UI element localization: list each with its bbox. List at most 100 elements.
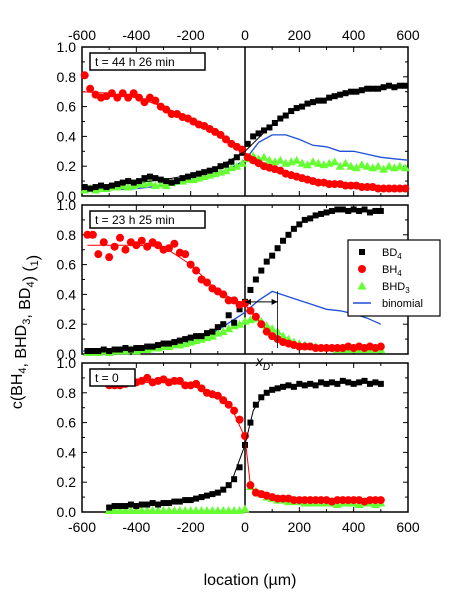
bd4-point (334, 206, 341, 213)
bd4-point (380, 84, 387, 91)
bh4-point (181, 250, 190, 259)
bd4-point (307, 215, 314, 222)
bd4-point (364, 85, 371, 92)
bhd3-point (275, 155, 285, 164)
bd4-point (125, 178, 132, 185)
bd4-point (193, 495, 200, 502)
bd4-point (277, 115, 284, 122)
bd4-point (214, 489, 221, 496)
y-axis-title: c(BH4, BHD3, BD4) (1) (9, 255, 42, 409)
bhd3-point (330, 157, 340, 166)
legend: BD4 BH4 BHD3 binomial (347, 239, 441, 317)
bd4-point (201, 169, 208, 176)
y-tick-label: 1.0 (57, 197, 77, 213)
bd4-point (350, 206, 357, 213)
bd4-point (369, 85, 376, 92)
bh4-point (137, 236, 146, 245)
bhd3-point (237, 158, 247, 167)
bd4-point (299, 103, 306, 110)
bd4-point (198, 494, 205, 501)
bhd3-point (341, 158, 351, 167)
bd4-point (274, 245, 281, 252)
bd4-point (366, 380, 373, 387)
bd4-point (377, 207, 384, 214)
bh4-point (376, 342, 385, 351)
bd4-point (176, 498, 183, 505)
bd4-point (193, 333, 200, 340)
fit_bh4-curve (81, 91, 409, 190)
bd4-point (385, 82, 392, 89)
top-x-tick-label: -600 (68, 27, 96, 43)
bd4-point (296, 221, 303, 228)
bd4-point (182, 497, 189, 504)
y-tick-label: 0.8 (57, 69, 77, 85)
bd4-point (255, 130, 262, 137)
bd4-point (119, 179, 126, 186)
bhd3-point (161, 181, 171, 190)
bd4-point (152, 175, 159, 182)
bd4-point (347, 88, 354, 95)
y-tick-label: 0.2 (57, 158, 77, 174)
bhd3-point (357, 160, 367, 169)
y-tick-label: 0.0 (57, 188, 77, 204)
bd4-point (285, 382, 292, 389)
bhd3-point (224, 324, 234, 333)
bhd3-point (313, 158, 323, 167)
bd4-point (184, 173, 191, 180)
bd4-point (339, 206, 346, 213)
legend-label: BHD3 (382, 281, 410, 295)
bd4-point (334, 380, 341, 387)
fit_bd4-curve (81, 85, 409, 190)
bhd3-point (308, 157, 318, 166)
bd4-point (165, 340, 172, 347)
bhd3-point (379, 164, 389, 173)
bd4-point (318, 210, 325, 217)
bd4-point (361, 377, 368, 384)
bd4-point (171, 498, 178, 505)
bottom-x-tick-labels: -600 -400 -200 0 200 400 600 (68, 519, 420, 535)
y-tick-label: 0.2 (57, 474, 77, 490)
bd4-point (209, 491, 216, 498)
bd4-point (220, 321, 227, 328)
bd4-point (307, 380, 314, 387)
bd4-point (252, 276, 259, 283)
bd4-point (203, 330, 210, 337)
bhd3-point (346, 161, 356, 170)
bd4-point (323, 209, 330, 216)
legend-bh4-marker (358, 265, 366, 273)
y-tick-label: 0.0 (57, 504, 77, 520)
bh4-point (151, 96, 160, 105)
bd4-point (190, 172, 197, 179)
top-x-tick-label: 200 (288, 27, 312, 43)
bd4-point (146, 173, 153, 180)
bd4-point (144, 501, 151, 508)
bd4-point (244, 140, 251, 147)
bhd3-point (384, 161, 394, 170)
bd4-point (111, 346, 118, 353)
top-x-tick-label: -200 (177, 27, 205, 43)
bhd3-point (145, 178, 155, 187)
bd4-point (138, 501, 145, 508)
bd4-point (182, 336, 189, 343)
bd4-point (328, 379, 335, 386)
bd4-point (149, 343, 156, 350)
bd4-point (312, 212, 319, 219)
bh4-point (94, 250, 103, 259)
bd4-point (198, 333, 205, 340)
bh4-point (376, 496, 385, 505)
bd4-point (133, 345, 140, 352)
bd4-point (160, 500, 167, 507)
top-x-tick-label: 400 (342, 27, 366, 43)
panel-label-box (89, 52, 206, 71)
y-tick-label: 0.4 (57, 444, 77, 460)
bd4-point (366, 209, 373, 216)
bottom-x-tick-label: -600 (68, 519, 96, 535)
bd4-point (174, 178, 181, 185)
panel-2: 0.0 0.2 0.4 0.6 0.8 1.0 t = 0 (57, 355, 409, 520)
bd4-point (176, 337, 183, 344)
bd4-point (122, 345, 129, 352)
bhd3-point (221, 166, 231, 175)
top-x-tick-label: 0 (241, 27, 249, 43)
bhd3-point (297, 158, 307, 167)
